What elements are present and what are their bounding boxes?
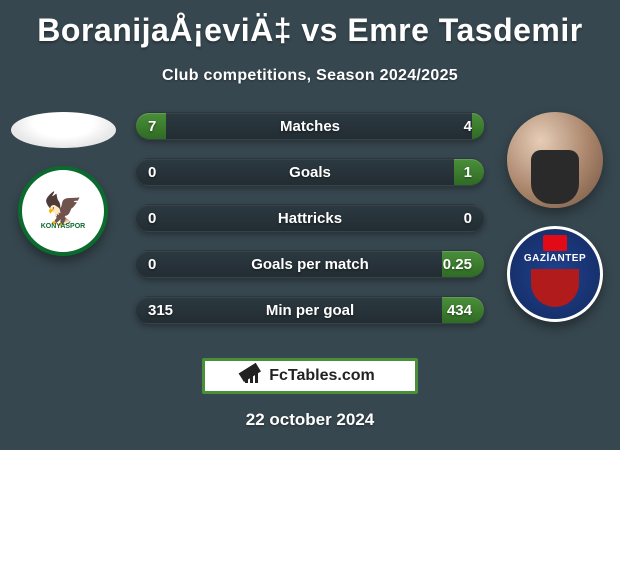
stat-label: Goals per match [136,251,484,279]
stat-label: Goals [136,159,484,187]
stat-row-matches: 7 Matches 4 [135,112,485,140]
subtitle: Club competitions, Season 2024/2025 [0,67,620,85]
club-left-badge: 🦅 KONYASPOR [18,166,108,256]
stat-value-right: 0 [464,205,472,233]
stat-row-goals: 0 Goals 1 [135,158,485,186]
stat-label: Hattricks [136,205,484,233]
stat-value-right: 1 [464,159,472,187]
brand-chart-icon [245,369,263,383]
player-left-avatar [11,112,116,148]
stat-row-mpg: 315 Min per goal 434 [135,296,485,324]
stat-label: Matches [136,113,484,141]
stat-row-gpm: 0 Goals per match 0.25 [135,250,485,278]
player-right-column: GAZİANTEP [500,112,610,322]
stat-value-right: 434 [447,297,472,325]
stat-label: Min per goal [136,297,484,325]
club-right-flag-icon [543,235,567,251]
brand-text: FcTables.com [269,367,375,385]
club-right-shield-icon [531,269,579,307]
club-right-label: GAZİANTEP [524,253,586,264]
stat-value-right: 0.25 [443,251,472,279]
stat-row-hattricks: 0 Hattricks 0 [135,204,485,232]
stat-value-right: 4 [464,113,472,141]
player-right-avatar [507,112,603,208]
club-left-label: KONYASPOR [41,223,85,230]
club-left-icon: 🦅 [43,193,83,225]
brand-link[interactable]: FcTables.com [202,358,418,394]
date-label: 22 october 2024 [0,410,620,430]
player-left-column: 🦅 KONYASPOR [8,112,118,256]
club-right-badge: GAZİANTEP [507,226,603,322]
stats-block: 7 Matches 4 0 Goals 1 0 Hattricks 0 [135,112,485,342]
page-title: BoranijaÅ¡eviÄ‡ vs Emre Tasdemir [0,12,620,49]
